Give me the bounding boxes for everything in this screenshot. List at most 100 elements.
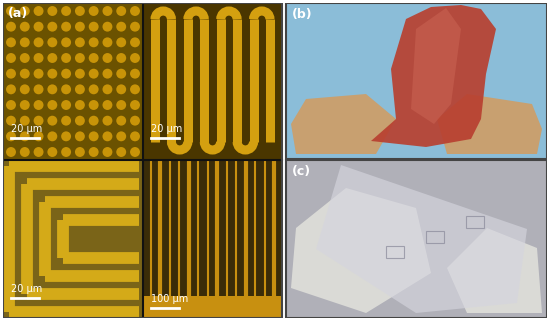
Polygon shape [447, 228, 542, 313]
Ellipse shape [20, 6, 30, 16]
Ellipse shape [89, 53, 98, 63]
Text: 20 μm: 20 μm [151, 124, 182, 134]
Text: (b): (b) [292, 8, 312, 21]
Ellipse shape [130, 53, 140, 63]
Ellipse shape [116, 100, 126, 110]
Ellipse shape [6, 69, 16, 79]
Bar [143, 296, 282, 318]
Ellipse shape [34, 84, 43, 94]
Ellipse shape [61, 69, 71, 79]
Ellipse shape [130, 116, 140, 126]
Ellipse shape [89, 22, 98, 32]
Ellipse shape [20, 131, 30, 141]
Ellipse shape [89, 84, 98, 94]
Ellipse shape [20, 22, 30, 32]
Ellipse shape [6, 147, 16, 157]
Ellipse shape [20, 69, 30, 79]
Bar [466, 216, 484, 228]
Ellipse shape [20, 37, 30, 47]
Ellipse shape [116, 84, 126, 94]
Ellipse shape [61, 131, 71, 141]
Ellipse shape [6, 22, 16, 32]
Ellipse shape [116, 37, 126, 47]
Polygon shape [316, 165, 527, 313]
Ellipse shape [116, 6, 126, 16]
Ellipse shape [75, 53, 85, 63]
Ellipse shape [89, 6, 98, 16]
Bar [286, 3, 547, 159]
Ellipse shape [34, 22, 43, 32]
Ellipse shape [102, 22, 112, 32]
Ellipse shape [130, 37, 140, 47]
Ellipse shape [34, 116, 43, 126]
Ellipse shape [75, 22, 85, 32]
Ellipse shape [75, 84, 85, 94]
Bar [0, 318, 550, 321]
Bar [143, 3, 282, 160]
Ellipse shape [6, 100, 16, 110]
Ellipse shape [34, 147, 43, 157]
Bar [286, 81, 547, 159]
Ellipse shape [130, 6, 140, 16]
Ellipse shape [102, 100, 112, 110]
Ellipse shape [75, 100, 85, 110]
Ellipse shape [47, 116, 57, 126]
Bar [547, 0, 550, 321]
Ellipse shape [116, 53, 126, 63]
Ellipse shape [34, 37, 43, 47]
Ellipse shape [47, 100, 57, 110]
Ellipse shape [20, 84, 30, 94]
Ellipse shape [75, 116, 85, 126]
Ellipse shape [61, 53, 71, 63]
Ellipse shape [47, 37, 57, 47]
Ellipse shape [6, 53, 16, 63]
Ellipse shape [116, 69, 126, 79]
Ellipse shape [116, 22, 126, 32]
Ellipse shape [20, 53, 30, 63]
Ellipse shape [34, 100, 43, 110]
Ellipse shape [47, 22, 57, 32]
Bar [426, 231, 444, 243]
Ellipse shape [47, 131, 57, 141]
Polygon shape [291, 188, 431, 313]
Ellipse shape [61, 37, 71, 47]
Bar [0, 0, 550, 3]
Ellipse shape [47, 53, 57, 63]
Ellipse shape [61, 22, 71, 32]
Ellipse shape [102, 69, 112, 79]
Ellipse shape [61, 147, 71, 157]
Polygon shape [437, 94, 542, 154]
Ellipse shape [89, 37, 98, 47]
Ellipse shape [75, 37, 85, 47]
Ellipse shape [47, 6, 57, 16]
Bar [143, 160, 282, 318]
Ellipse shape [34, 6, 43, 16]
Ellipse shape [89, 147, 98, 157]
Ellipse shape [47, 147, 57, 157]
Ellipse shape [116, 147, 126, 157]
Text: (c): (c) [292, 165, 311, 178]
Ellipse shape [61, 6, 71, 16]
Bar [386, 246, 404, 258]
Text: 20 μm: 20 μm [11, 124, 42, 134]
Ellipse shape [20, 100, 30, 110]
Ellipse shape [20, 147, 30, 157]
Polygon shape [411, 8, 461, 124]
Polygon shape [291, 94, 396, 154]
Ellipse shape [89, 100, 98, 110]
Bar [286, 160, 547, 318]
Bar [3, 3, 143, 160]
Ellipse shape [6, 6, 16, 16]
Ellipse shape [102, 37, 112, 47]
Bar [286, 160, 547, 318]
Ellipse shape [34, 131, 43, 141]
Ellipse shape [6, 131, 16, 141]
Ellipse shape [89, 131, 98, 141]
Bar [3, 3, 282, 318]
Ellipse shape [102, 131, 112, 141]
Ellipse shape [116, 116, 126, 126]
Ellipse shape [130, 100, 140, 110]
Ellipse shape [6, 84, 16, 94]
Bar [0, 0, 3, 321]
Ellipse shape [75, 131, 85, 141]
